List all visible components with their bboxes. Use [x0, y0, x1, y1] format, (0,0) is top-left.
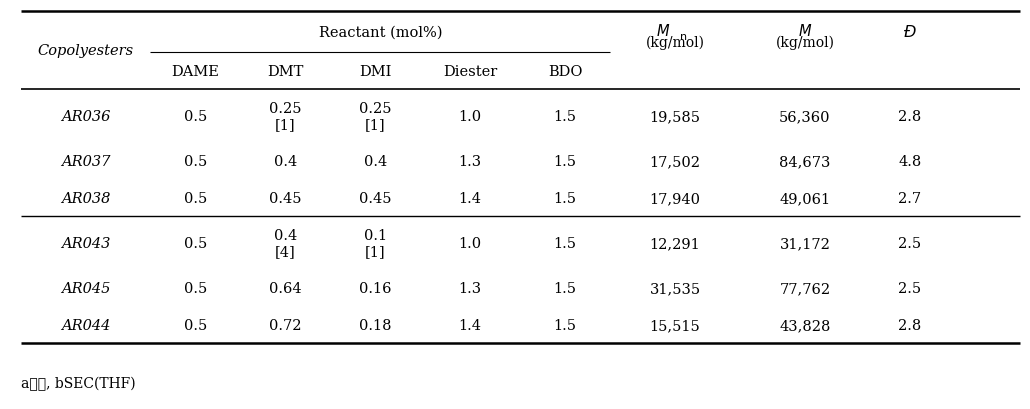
Text: 0.25
[1]: 0.25 [1]	[359, 101, 391, 132]
Text: Diester: Diester	[443, 65, 497, 79]
Text: AR038: AR038	[61, 191, 110, 205]
Text: 31,535: 31,535	[650, 281, 700, 295]
Text: 0.5: 0.5	[183, 236, 207, 250]
Text: Reactant (mol%): Reactant (mol%)	[318, 26, 442, 40]
Text: 1.0: 1.0	[458, 110, 482, 124]
Text: 0.45: 0.45	[269, 191, 302, 205]
Text: Copolyesters: Copolyesters	[37, 44, 134, 58]
Text: 2.5: 2.5	[898, 281, 922, 295]
Text: 1.5: 1.5	[553, 236, 577, 250]
Text: AR045: AR045	[61, 281, 110, 295]
Text: 0.4: 0.4	[274, 155, 297, 169]
Text: 1.0: 1.0	[458, 236, 482, 250]
Text: 1.5: 1.5	[553, 110, 577, 124]
Text: 15,515: 15,515	[650, 318, 700, 332]
Text: 1.5: 1.5	[553, 318, 577, 332]
Text: 0.25
[1]: 0.25 [1]	[269, 101, 302, 132]
Text: 2.5: 2.5	[898, 236, 922, 250]
Text: 0.16: 0.16	[359, 281, 391, 295]
Text: 1.3: 1.3	[458, 281, 482, 295]
Text: 0.4
[4]: 0.4 [4]	[274, 228, 297, 258]
Text: 0.5: 0.5	[183, 155, 207, 169]
Text: 17,940: 17,940	[650, 191, 700, 205]
Text: 19,585: 19,585	[650, 110, 700, 124]
Text: 1.5: 1.5	[553, 191, 577, 205]
Text: 0.5: 0.5	[183, 281, 207, 295]
Text: 0.5: 0.5	[183, 110, 207, 124]
Text: 77,762: 77,762	[780, 281, 830, 295]
Text: 12,291: 12,291	[650, 236, 700, 250]
Text: 2.8: 2.8	[898, 110, 922, 124]
Text: AR036: AR036	[61, 110, 110, 124]
Text: 1.5: 1.5	[553, 281, 577, 295]
Text: 0.1
[1]: 0.1 [1]	[364, 228, 387, 258]
Text: 4.8: 4.8	[898, 155, 922, 169]
Text: 0.5: 0.5	[183, 191, 207, 205]
Text: n: n	[680, 32, 687, 42]
Text: 17,502: 17,502	[650, 155, 700, 169]
Text: $\mathit{M}$: $\mathit{M}$	[656, 22, 670, 39]
Text: 43,828: 43,828	[780, 318, 830, 332]
Text: 0.45: 0.45	[359, 191, 391, 205]
Text: DAME: DAME	[172, 65, 219, 79]
Text: DMI: DMI	[359, 65, 391, 79]
Text: 1.4: 1.4	[458, 318, 482, 332]
Text: $\it{Đ}$: $\it{Đ}$	[903, 24, 917, 41]
Text: AR037: AR037	[61, 155, 110, 169]
Text: a봇비, bSEC(THF): a봇비, bSEC(THF)	[21, 376, 135, 391]
Text: 1.4: 1.4	[458, 191, 482, 205]
Text: 31,172: 31,172	[780, 236, 830, 250]
Text: AR043: AR043	[61, 236, 110, 250]
Text: 0.5: 0.5	[183, 318, 207, 332]
Text: 56,360: 56,360	[779, 110, 830, 124]
Text: $\mathit{M}$: $\mathit{M}$	[798, 22, 812, 39]
Text: 2.8: 2.8	[898, 318, 922, 332]
Text: DMT: DMT	[267, 65, 304, 79]
Text: 0.64: 0.64	[269, 281, 302, 295]
Text: 1.3: 1.3	[458, 155, 482, 169]
Text: AR044: AR044	[61, 318, 110, 332]
Text: 1.5: 1.5	[553, 155, 577, 169]
Text: 2.7: 2.7	[898, 191, 922, 205]
Text: 84,673: 84,673	[780, 155, 830, 169]
Text: 0.4: 0.4	[364, 155, 387, 169]
Text: (kg/mol): (kg/mol)	[646, 35, 705, 50]
Text: 0.72: 0.72	[269, 318, 302, 332]
Text: BDO: BDO	[548, 65, 582, 79]
Text: 49,061: 49,061	[780, 191, 830, 205]
Text: (kg/mol): (kg/mol)	[776, 35, 834, 50]
Text: 0.18: 0.18	[359, 318, 391, 332]
